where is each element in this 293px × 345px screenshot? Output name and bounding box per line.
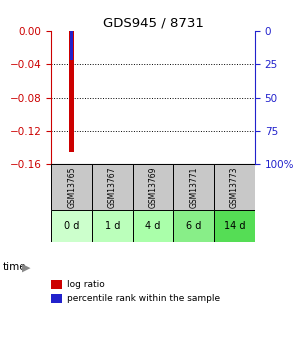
Bar <box>51 210 92 241</box>
Text: ▶: ▶ <box>22 263 30 272</box>
Text: GSM13771: GSM13771 <box>189 167 198 208</box>
Text: 1 d: 1 d <box>105 221 120 231</box>
Text: 6 d: 6 d <box>186 221 202 231</box>
Text: percentile rank within the sample: percentile rank within the sample <box>67 294 220 303</box>
Text: log ratio: log ratio <box>67 280 105 289</box>
Bar <box>69 31 74 152</box>
Bar <box>133 210 173 241</box>
Bar <box>173 165 214 210</box>
Bar <box>92 210 133 241</box>
Bar <box>214 210 255 241</box>
Text: GSM13767: GSM13767 <box>108 167 117 208</box>
Title: GDS945 / 8731: GDS945 / 8731 <box>103 17 204 30</box>
Text: GSM13769: GSM13769 <box>149 167 158 208</box>
Text: GSM13765: GSM13765 <box>67 167 76 208</box>
Bar <box>173 210 214 241</box>
Text: 14 d: 14 d <box>224 221 245 231</box>
Text: 4 d: 4 d <box>145 221 161 231</box>
Bar <box>70 31 73 60</box>
Text: GSM13773: GSM13773 <box>230 167 239 208</box>
Bar <box>51 165 92 210</box>
Bar <box>133 165 173 210</box>
Text: time: time <box>3 263 27 272</box>
Bar <box>214 165 255 210</box>
Text: 0 d: 0 d <box>64 221 79 231</box>
Bar <box>92 165 133 210</box>
